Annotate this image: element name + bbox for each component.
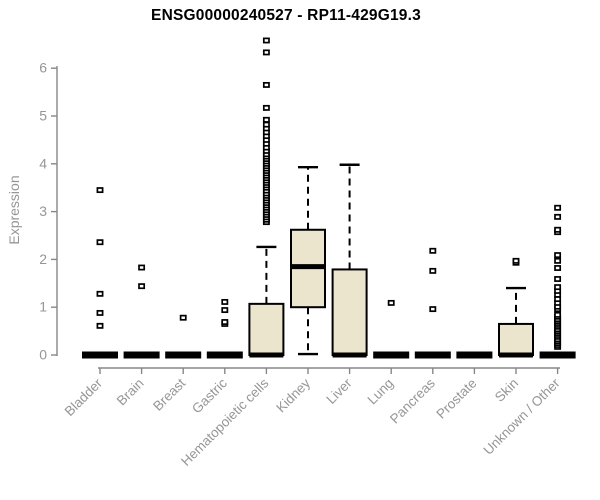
x-tick-label-prostate: Prostate [433, 376, 479, 422]
y-tick-label: 3 [39, 203, 47, 219]
x-tick-label-unknown-other: Unknown / Other [480, 375, 563, 458]
outlier-point-pancreas [429, 247, 437, 254]
x-tick-label-brain: Brain [114, 376, 147, 409]
outlier-point-hematopoietic-cells [262, 116, 270, 123]
outlier-point-bladder [96, 290, 104, 297]
y-tick-label: 6 [39, 60, 47, 76]
box-collapsed-gastric [206, 351, 243, 359]
outlier-point-unknown-other [554, 213, 562, 220]
outlier-point-brain [138, 283, 146, 290]
outlier-point-breast [179, 314, 187, 321]
outlier-point-gastric [221, 319, 229, 325]
box-collapsed-lung [373, 351, 410, 359]
outlier-point-skin [512, 257, 520, 264]
chart-title: ENSG00000240527 - RP11-429G19.3 [151, 7, 421, 24]
box-collapsed-breast [165, 351, 202, 359]
outlier-point-unknown-other [554, 311, 562, 318]
x-tick-label-kidney: Kidney [273, 375, 313, 415]
box-skin [498, 322, 534, 356]
outlier-point-pancreas [429, 306, 437, 313]
x-tick-label-breast: Breast [150, 375, 188, 413]
box-liver [331, 268, 368, 356]
outlier-point-hematopoietic-cells [262, 37, 270, 44]
outlier-point-unknown-other [554, 226, 562, 233]
x-tick-label-gastric: Gastric [189, 375, 230, 416]
box-collapsed-pancreas [414, 351, 451, 359]
outlier-point-unknown-other [554, 276, 562, 282]
outlier-point-hematopoietic-cells [262, 121, 270, 128]
outlier-point-hematopoietic-cells [262, 81, 270, 88]
y-tick-label: 4 [39, 155, 47, 171]
outlier-point-gastric [221, 307, 229, 314]
outlier-point-lung [387, 299, 395, 306]
outlier-point-unknown-other [554, 265, 562, 271]
outlier-point-brain [138, 264, 146, 271]
x-tick-label-liver: Liver [323, 375, 355, 407]
outlier-point-hematopoietic-cells [262, 104, 270, 111]
box-collapsed-prostate [456, 351, 493, 359]
box-collapsed-unknown-other [539, 351, 576, 359]
outlier-point-gastric [221, 298, 229, 305]
outlier-point-bladder [96, 322, 104, 329]
y-tick-label: 0 [39, 347, 47, 363]
x-tick-label-lung: Lung [364, 376, 396, 408]
outlier-point-unknown-other [554, 252, 562, 259]
outlier-point-unknown-other [554, 257, 562, 264]
outlier-point-bladder [96, 239, 104, 246]
y-tick-label: 2 [39, 251, 47, 267]
y-tick-label: 5 [39, 108, 47, 124]
box-hematopoietic-cells [248, 302, 285, 357]
box-collapsed-bladder [82, 351, 118, 359]
x-tick-label-bladder: Bladder [62, 375, 106, 419]
box-collapsed-brain [123, 351, 160, 359]
x-tick-label-skin: Skin [492, 376, 521, 405]
outlier-point-bladder [96, 187, 104, 194]
outlier-point-hematopoietic-cells [262, 49, 270, 56]
outlier-point-unknown-other [554, 284, 562, 291]
outlier-point-unknown-other [554, 204, 562, 211]
outlier-point-bladder [96, 309, 104, 316]
outlier-point-pancreas [429, 267, 437, 274]
x-tick-label-pancreas: Pancreas [387, 375, 438, 426]
y-tick-label: 1 [39, 299, 47, 315]
